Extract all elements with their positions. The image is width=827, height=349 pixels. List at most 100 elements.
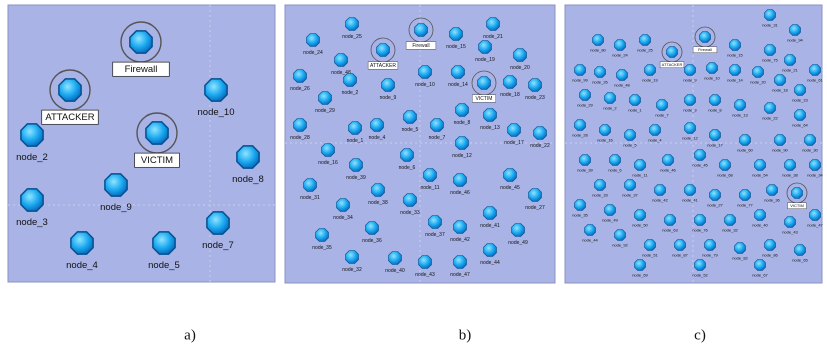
node-icon: [294, 119, 307, 132]
node-label: node_7: [429, 135, 446, 141]
node-icon: [316, 229, 329, 242]
node-label: node_33: [592, 192, 608, 197]
node-icon: [650, 125, 661, 136]
node-label: ATTACKER: [45, 112, 94, 123]
node-label: node_14: [727, 77, 743, 82]
node-icon: [635, 160, 646, 171]
node-icon: [615, 230, 626, 241]
node-icon: [529, 189, 542, 202]
node-label: node_61: [807, 77, 823, 82]
node-label: ATTACKER: [370, 63, 396, 69]
node-label: node_33: [400, 210, 420, 216]
node-icon: [237, 146, 259, 168]
node-icon: [484, 244, 497, 257]
node-label: node_17: [504, 140, 524, 146]
node-label: node_1: [628, 107, 642, 112]
node-icon: [785, 217, 796, 228]
node-icon: [685, 123, 696, 134]
node-label: node_16: [318, 160, 338, 166]
node-label: node_32: [722, 227, 738, 232]
node-label: node_44: [582, 237, 598, 242]
node-icon: [454, 256, 467, 269]
node-icon: [775, 75, 786, 86]
page: {"panels": [ {"caption": "a)", "nodes": …: [0, 0, 827, 349]
node-label: node_38: [782, 172, 798, 177]
node-icon: [635, 260, 646, 271]
node-label: node_45: [500, 185, 520, 191]
node-icon: [377, 44, 390, 57]
node-label: node_16: [597, 137, 613, 142]
node-label: node_76: [692, 227, 708, 232]
node-label: node_94: [787, 37, 803, 42]
node-label: node_20: [510, 65, 530, 71]
node-label: node_43: [782, 229, 798, 234]
node-label: node_49: [508, 240, 528, 246]
node-label: node_37: [425, 232, 445, 238]
node-label: node_45: [692, 162, 708, 167]
node-icon: [640, 35, 651, 46]
node-icon: [534, 127, 547, 140]
node-label: node_19: [642, 77, 658, 82]
node-label: node_21: [782, 67, 798, 72]
node-icon: [810, 160, 821, 171]
node-icon: [663, 155, 674, 166]
node-icon: [319, 92, 332, 105]
node-icon: [695, 150, 706, 161]
node-label: node_8: [232, 174, 264, 185]
node-icon: [600, 125, 611, 136]
node-icon: [419, 66, 432, 79]
node-label: node_6: [608, 167, 622, 172]
node-icon: [685, 185, 696, 196]
node-label: node_50: [632, 222, 648, 227]
node-icon: [635, 210, 646, 221]
node-label: node_79: [702, 252, 718, 257]
node-icon: [685, 95, 696, 106]
node-label: node_8: [454, 120, 471, 126]
node-label: node_17: [707, 142, 723, 147]
node-label: node_41: [682, 197, 698, 202]
node-icon: [456, 104, 469, 117]
node-icon: [130, 31, 152, 53]
caption: b): [459, 327, 472, 343]
node-icon: [617, 70, 628, 81]
node-icon: [419, 256, 432, 269]
node-label: node_12: [452, 153, 472, 159]
node-label: node_46: [660, 167, 676, 172]
node-label: node_36: [362, 238, 382, 244]
node-icon: [630, 95, 641, 106]
node-label: node_37: [622, 192, 638, 197]
node-icon: [735, 100, 746, 111]
node-label: node_24: [303, 50, 323, 56]
node-label: VICTIM: [476, 96, 493, 102]
node-label: node_22: [762, 115, 778, 120]
node-label: node_67: [752, 272, 768, 277]
node-icon: [645, 65, 656, 76]
node-label: node_30: [802, 147, 818, 152]
node-label: node_27: [707, 202, 723, 207]
node-label: node_39: [577, 167, 593, 172]
node-icon: [337, 199, 350, 212]
node-icon: [625, 130, 636, 141]
node-icon: [307, 34, 320, 47]
node-label: node_22: [530, 143, 550, 149]
node-icon: [645, 240, 656, 251]
node-label: node_6: [399, 165, 416, 171]
node-icon: [720, 160, 731, 171]
node-icon: [514, 49, 527, 62]
node-icon: [665, 215, 676, 226]
node-icon: [105, 174, 127, 196]
node-icon: [508, 124, 521, 137]
node-icon: [371, 119, 384, 132]
node-label: node_1: [347, 138, 364, 144]
node-icon: [415, 24, 428, 37]
node-icon: [655, 185, 666, 196]
node-label: node_24: [612, 52, 628, 57]
node-label: node_11: [632, 172, 648, 177]
node-label: node_86: [762, 252, 778, 257]
node-icon: [605, 205, 616, 216]
node-icon: [401, 149, 414, 162]
node-icon: [615, 40, 626, 51]
node-icon: [667, 47, 678, 58]
node-label: node_64: [792, 122, 808, 127]
node-icon: [344, 74, 357, 87]
